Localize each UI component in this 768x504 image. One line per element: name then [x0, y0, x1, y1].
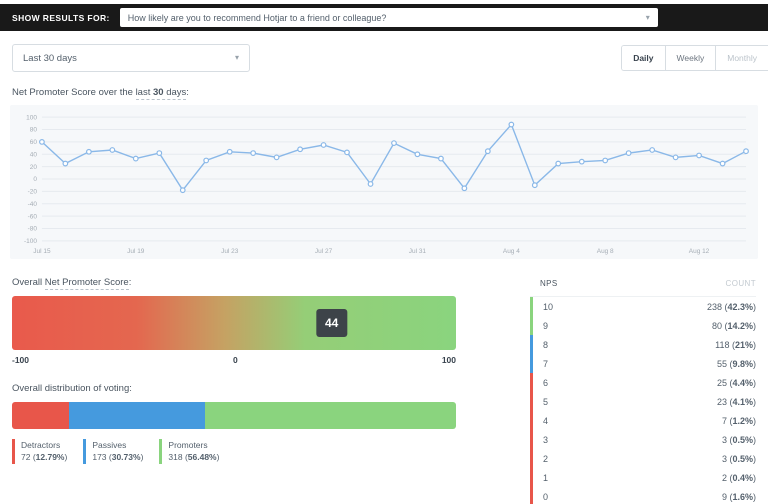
chevron-down-icon: ▾ — [645, 12, 650, 22]
svg-text:-40: -40 — [28, 201, 38, 208]
svg-text:40: 40 — [30, 151, 38, 158]
legend-item-detractors: Detractors 72 (12.79%) — [12, 439, 67, 464]
granularity-weekly[interactable]: Weekly — [664, 46, 716, 70]
svg-text:-60: -60 — [28, 213, 38, 220]
legend-item-promoters: Promoters 318 (56.48%) — [159, 439, 219, 464]
nps-table-body: 10 238 (42.3%) 9 80 (14.2%) 8 118 (21%) 7 55 (9… — [530, 297, 756, 504]
question-dropdown[interactable]: How likely are you to recommend Hotjar t… — [119, 8, 658, 27]
svg-text:Jul 23: Jul 23 — [221, 248, 239, 255]
scale-mid: 0 — [233, 355, 238, 365]
topbar: SHOW RESULTS FOR: How likely are you to … — [0, 4, 768, 31]
svg-text:-100: -100 — [24, 238, 37, 245]
trend-title: Net Promoter Score over the last 30 days… — [12, 87, 189, 100]
lower-section: Overall Net Promoter Score: 44 -100 0 10… — [12, 277, 756, 504]
date-range-dropdown[interactable]: Last 30 days ▾ — [12, 44, 250, 72]
granularity-group: Daily Weekly Monthly — [621, 45, 768, 71]
nps-trend-panel: 100 80 60 40 20 0 -20 -40 -60 -80 -100 Jul 15 Jul 19… — [10, 105, 758, 259]
svg-text:Jul 27: Jul 27 — [315, 248, 333, 255]
date-range-value: Last 30 days — [23, 52, 77, 64]
distribution-bar — [12, 402, 456, 429]
table-header: NPS COUNT — [530, 277, 756, 297]
table-row: 5 23 (4.1%) — [530, 392, 756, 411]
svg-text:0: 0 — [33, 176, 37, 183]
nps-gradient-bar: 44 — [12, 296, 456, 350]
nps-score-tooltip: 44 — [315, 309, 348, 337]
table-row: 8 118 (21%) — [530, 335, 756, 354]
show-results-label: SHOW RESULTS FOR: — [12, 12, 110, 23]
distribution-segment-promoters — [205, 402, 456, 429]
column-nps: NPS — [540, 279, 558, 288]
distribution-segment-detractors — [12, 402, 69, 429]
table-row: 10 238 (42.3%) — [530, 297, 756, 316]
nps-scale: -100 0 100 — [12, 355, 456, 365]
svg-text:80: 80 — [30, 127, 38, 134]
distribution-title: Overall distribution of voting: — [12, 383, 132, 394]
svg-text:Aug 4: Aug 4 — [503, 248, 520, 255]
granularity-monthly[interactable]: Monthly — [715, 46, 768, 70]
svg-text:20: 20 — [30, 164, 38, 171]
overall-column: Overall Net Promoter Score: 44 -100 0 10… — [12, 277, 456, 504]
scale-min: -100 — [12, 355, 30, 365]
chevron-down-icon: ▾ — [234, 53, 239, 62]
distribution-legend: Detractors 72 (12.79%) Passives 173 (30.73%… — [12, 439, 456, 464]
trend-title-range: last 30 days — [135, 87, 187, 100]
svg-text:-20: -20 — [28, 189, 38, 196]
overall-score-title: Overall Net Promoter Score: — [12, 277, 132, 290]
nps-table: NPS COUNT 10 238 (42.3%) 9 80 (14.2%) 8 118 (… — [530, 277, 756, 504]
distribution-segment-passives — [68, 402, 206, 429]
column-count: COUNT — [725, 279, 756, 288]
trend-title-pre: Net Promoter Score over the — [12, 87, 133, 98]
question-dropdown-value: How likely are you to recommend Hotjar t… — [127, 12, 387, 23]
svg-text:Jul 19: Jul 19 — [127, 248, 145, 255]
svg-text:100: 100 — [26, 114, 37, 121]
svg-text:Jul 31: Jul 31 — [409, 248, 427, 255]
svg-text:-80: -80 — [28, 226, 38, 233]
svg-text:60: 60 — [30, 139, 38, 146]
table-row: 7 55 (9.8%) — [530, 354, 756, 373]
svg-text:Jul 15: Jul 15 — [33, 248, 51, 255]
table-row: 6 25 (4.4%) — [530, 373, 756, 392]
legend-item-passives: Passives 173 (30.73%) — [83, 439, 143, 464]
nps-trend-chart: 100 80 60 40 20 0 -20 -40 -60 -80 -100 Jul 15 Jul 19… — [24, 114, 749, 255]
table-row: 9 80 (14.2%) — [530, 316, 756, 335]
granularity-daily[interactable]: Daily — [622, 46, 665, 70]
svg-text:Aug 12: Aug 12 — [689, 248, 710, 255]
svg-text:Aug 8: Aug 8 — [597, 248, 614, 255]
scale-max: 100 — [441, 355, 456, 365]
filter-row: Last 30 days ▾ Daily Weekly Monthly — [12, 44, 768, 72]
